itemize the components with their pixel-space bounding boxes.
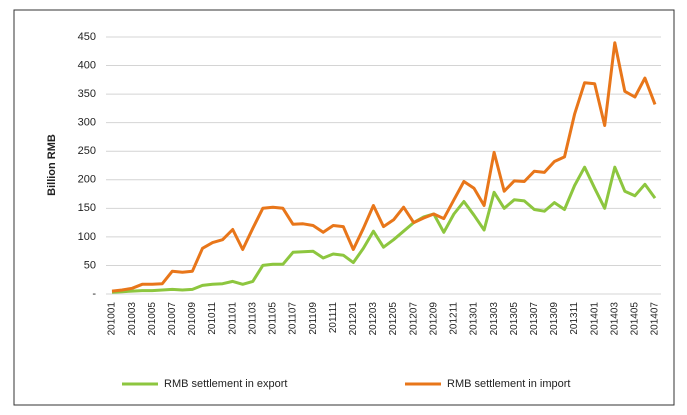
x-tick-label: 201309 (549, 302, 560, 336)
y-tick-label: 50 (84, 259, 96, 271)
y-tick-label: 200 (78, 174, 96, 186)
x-tick-label: 201007 (167, 302, 178, 336)
x-tick-label: 201211 (449, 302, 460, 335)
x-tick-label: 201003 (127, 302, 138, 336)
x-tick-label: 201207 (408, 302, 419, 336)
y-tick-label: 250 (78, 145, 96, 157)
y-tick-label: 150 (78, 202, 96, 214)
x-tick-label: 201303 (489, 302, 500, 336)
x-tick-label: 201301 (469, 302, 480, 336)
legend-label: RMB settlement in import (447, 378, 570, 390)
x-tick-label: 201407 (650, 302, 661, 336)
x-tick-label: 201307 (529, 302, 540, 336)
x-tick-label: 201101 (227, 302, 238, 335)
x-tick-label: 201203 (368, 302, 379, 336)
series-line (111, 41, 657, 293)
x-tick-label: 201403 (609, 302, 620, 336)
x-tick-label: 201405 (630, 302, 641, 336)
y-tick-label: - (92, 288, 96, 300)
x-tick-label: 201005 (147, 302, 158, 336)
x-tick-label: 201107 (288, 302, 299, 335)
x-tick-label: 201103 (247, 302, 258, 335)
x-tick-label: 201001 (107, 302, 118, 336)
y-tick-label: 450 (78, 31, 96, 43)
x-tick-label: 201105 (268, 302, 279, 335)
x-tick-label: 201201 (348, 302, 359, 336)
x-tick-label: 201109 (308, 302, 319, 335)
series-line (111, 165, 657, 294)
legend-label: RMB settlement in export (164, 378, 288, 390)
x-tick-label: 201011 (207, 302, 218, 335)
x-tick-label: 201111 (328, 302, 339, 334)
y-tick-label: 100 (78, 231, 96, 243)
x-tick-label: 201009 (187, 302, 198, 336)
x-tick-label: 201401 (589, 302, 600, 336)
y-axis-label: Billion RMB (46, 134, 58, 196)
y-tick-label: 300 (78, 117, 96, 129)
chart-frame (13, 9, 675, 406)
x-tick-label: 201311 (569, 302, 580, 335)
x-tick-label: 201209 (428, 302, 439, 336)
y-tick-label: 400 (78, 59, 96, 71)
x-tick-label: 201205 (388, 302, 399, 336)
x-tick-label: 201305 (509, 302, 520, 336)
y-tick-label: 350 (78, 88, 96, 100)
